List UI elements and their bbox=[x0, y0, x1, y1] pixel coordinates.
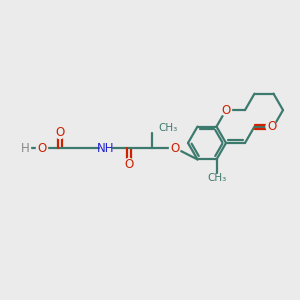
Circle shape bbox=[37, 142, 47, 154]
Text: O: O bbox=[170, 142, 180, 154]
Circle shape bbox=[266, 121, 277, 132]
Circle shape bbox=[20, 142, 31, 154]
Circle shape bbox=[124, 158, 134, 169]
Text: O: O bbox=[267, 120, 276, 133]
Circle shape bbox=[100, 142, 112, 154]
Text: CH₃: CH₃ bbox=[158, 123, 177, 133]
Text: O: O bbox=[124, 158, 134, 170]
Text: CH₃: CH₃ bbox=[207, 173, 226, 184]
Circle shape bbox=[220, 105, 232, 116]
Text: NH: NH bbox=[97, 142, 115, 154]
Text: O: O bbox=[221, 103, 231, 117]
Circle shape bbox=[55, 128, 65, 139]
Text: H: H bbox=[21, 142, 29, 154]
Text: O: O bbox=[56, 127, 64, 140]
Circle shape bbox=[169, 142, 181, 154]
Text: O: O bbox=[38, 142, 46, 154]
